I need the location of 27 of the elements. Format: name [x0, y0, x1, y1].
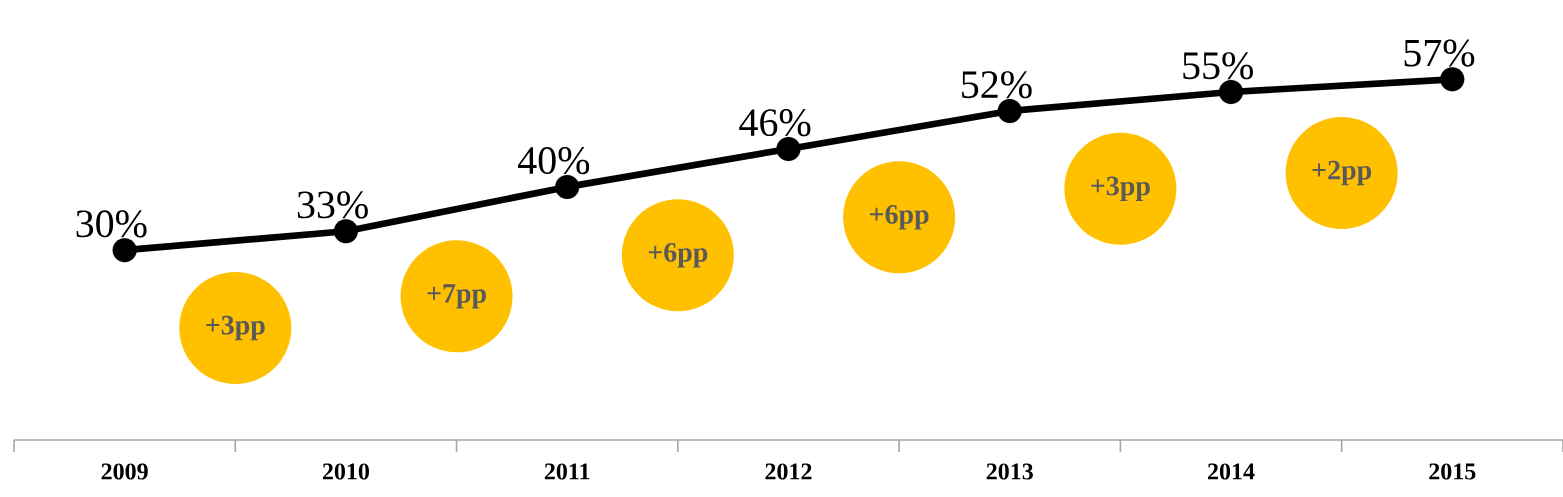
annotation: +2pp — [1312, 160, 1372, 186]
data-label: 33% — [297, 191, 368, 219]
point — [112, 238, 137, 263]
x-tick-label: 2011 — [544, 463, 590, 480]
point — [1218, 79, 1244, 105]
data-label: 52% — [962, 71, 1032, 99]
point — [776, 136, 801, 162]
x-tick-label: 2015 — [1429, 463, 1476, 480]
point — [1440, 67, 1465, 92]
x-tick-label: 2014 — [1208, 463, 1255, 480]
point — [997, 98, 1022, 124]
data-label: 30% — [76, 210, 147, 238]
annotation: +6pp — [648, 242, 708, 268]
x-tick-label: 2009 — [101, 463, 148, 480]
x-tick-label: 2012 — [765, 463, 812, 480]
data-label: 55% — [1183, 52, 1253, 80]
x-tick-label: 2013 — [986, 463, 1033, 480]
data-label: 46% — [739, 109, 811, 137]
point — [333, 219, 358, 244]
x-tick-label: 2010 — [322, 463, 369, 480]
data-label: 40% — [517, 147, 590, 175]
point — [555, 174, 580, 199]
text: +7pp — [427, 284, 486, 309]
data-label: 57% — [1404, 39, 1475, 67]
annotation: +6pp — [870, 205, 929, 230]
text: +3pp — [206, 315, 265, 341]
annotation: +3pp — [1091, 176, 1150, 202]
